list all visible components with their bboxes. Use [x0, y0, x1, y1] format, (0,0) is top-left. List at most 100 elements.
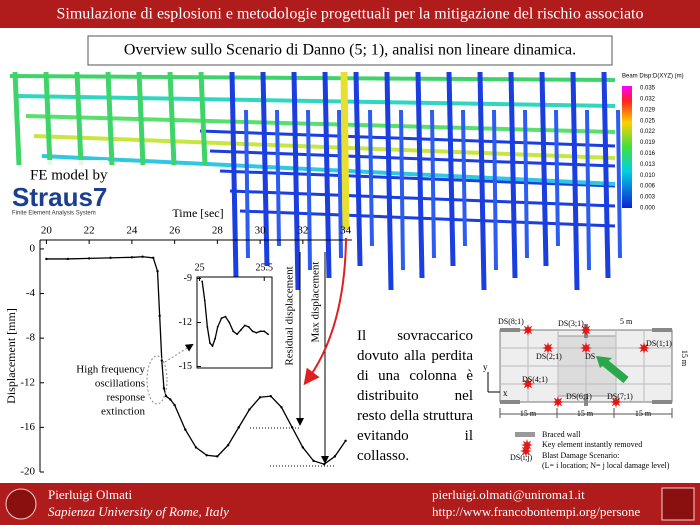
frame-column — [508, 71, 518, 279]
data-point — [160, 359, 164, 362]
y-tick-label: -12 — [20, 376, 35, 388]
colorbar-label: 0.000 — [640, 205, 656, 211]
legend-text: Key element instantly removed — [542, 440, 642, 449]
data-point — [224, 315, 227, 318]
data-point — [247, 326, 250, 328]
frame-column — [167, 71, 177, 166]
data-point — [45, 257, 48, 261]
x-tick-label: 30 — [255, 225, 267, 237]
footer-affiliation: Sapienza University of Rome, Italy — [48, 504, 229, 519]
colorbar-label: 0.003 — [640, 195, 656, 201]
plan-dimension: 15 m — [577, 409, 594, 418]
plan-label: DS(4;1) — [522, 375, 548, 384]
braced-walls — [500, 324, 672, 406]
frame-column — [430, 109, 436, 259]
colorbar-label: 0.010 — [640, 173, 656, 179]
legend-text: DS(i;j) — [510, 453, 533, 462]
data-point — [301, 446, 305, 449]
colorbar-label: 0.029 — [640, 107, 656, 113]
colorbar-label: 0.013 — [640, 162, 656, 168]
data-point — [130, 256, 134, 259]
slide-subtitle: Overview sullo Scenario di Danno (5; 1),… — [124, 42, 576, 59]
data-point — [152, 256, 155, 260]
frame-column — [198, 71, 208, 166]
key-element-star — [638, 342, 650, 354]
data-point — [228, 321, 231, 324]
group-logo — [661, 487, 695, 521]
data-point — [164, 394, 168, 398]
x-tick-label: 20 — [41, 225, 53, 237]
plan-axis: x — [503, 388, 508, 398]
data-point — [263, 330, 266, 333]
colorbar-labels: 0.035 0.032 0.029 0.025 0.022 0.019 0.016 0.013… — [640, 86, 656, 212]
load-arrow — [303, 237, 347, 386]
colorbar-label: 0.019 — [640, 140, 656, 146]
data-point — [109, 256, 112, 260]
x-tick-label: 25.5 — [255, 262, 273, 273]
data-point — [206, 326, 209, 328]
colorbar-label: 0.035 — [640, 86, 656, 92]
frame-column — [74, 71, 84, 166]
legend-text: (L= i location; N= j local damage level) — [542, 461, 670, 470]
max-label: Max displacement — [310, 262, 322, 343]
oscillation-note: response — [107, 392, 146, 404]
x-tick-label: 26 — [169, 225, 181, 237]
green-arrow — [601, 358, 629, 384]
colorbar-label: 0.022 — [640, 129, 656, 135]
plan-axes — [487, 372, 500, 393]
data-point — [251, 330, 254, 333]
y-tick-label: -8 — [26, 332, 36, 344]
data-point — [248, 408, 251, 411]
data-line — [46, 256, 347, 465]
frame-column — [12, 71, 22, 166]
frame-column — [384, 71, 394, 291]
data-point — [344, 439, 347, 442]
y-tick-label: -15 — [179, 361, 192, 372]
plan-label: DS(2;1) — [536, 352, 562, 361]
frame-beam — [239, 209, 616, 228]
data-point — [162, 387, 166, 390]
data-point — [258, 396, 262, 399]
data-point — [184, 428, 187, 431]
subtitle-box — [87, 35, 613, 66]
legend-text: Braced wall — [542, 430, 581, 439]
fe-caption: FE model by — [30, 167, 108, 183]
residual-label: Residual displacement — [284, 266, 296, 365]
legend-wall — [515, 432, 535, 437]
key-element-star — [520, 445, 532, 457]
colorbar-label: 0.006 — [640, 184, 656, 190]
frame-column — [601, 71, 611, 279]
frame-column — [244, 109, 250, 259]
green-arrow-head — [596, 356, 612, 368]
x-axis-title: Time [sec] — [172, 206, 223, 220]
data-point — [267, 333, 270, 336]
inset-frame — [196, 276, 273, 369]
frame-column — [492, 109, 498, 271]
frame-column — [229, 71, 239, 279]
university-logo — [5, 488, 37, 520]
data-point — [209, 342, 211, 344]
frame-column — [306, 109, 312, 271]
fe-logo-subtitle: Finite Element Analysis System — [12, 211, 96, 217]
frame-column — [353, 71, 363, 267]
data-point — [236, 333, 238, 336]
frame-beam — [219, 169, 616, 188]
x-tick-label: 25 — [195, 262, 205, 273]
frame-beam — [25, 114, 616, 134]
colorbar-label: 0.032 — [640, 96, 656, 102]
x-tick-label: 34 — [340, 225, 352, 237]
y-tick-label: -4 — [26, 287, 36, 299]
plan-label: DS(3;1) — [558, 319, 584, 328]
data-point — [240, 328, 242, 331]
colorbar-title: Beam Disp:D(XYZ) (m) — [622, 74, 684, 80]
x-tick-label: 24 — [126, 225, 138, 237]
title-bar — [0, 0, 700, 28]
colorbar-label: 0.016 — [640, 151, 656, 157]
data-point — [169, 398, 172, 401]
frame-column — [570, 71, 580, 291]
data-point — [158, 314, 161, 318]
data-point — [220, 317, 223, 319]
data-point — [259, 330, 262, 333]
